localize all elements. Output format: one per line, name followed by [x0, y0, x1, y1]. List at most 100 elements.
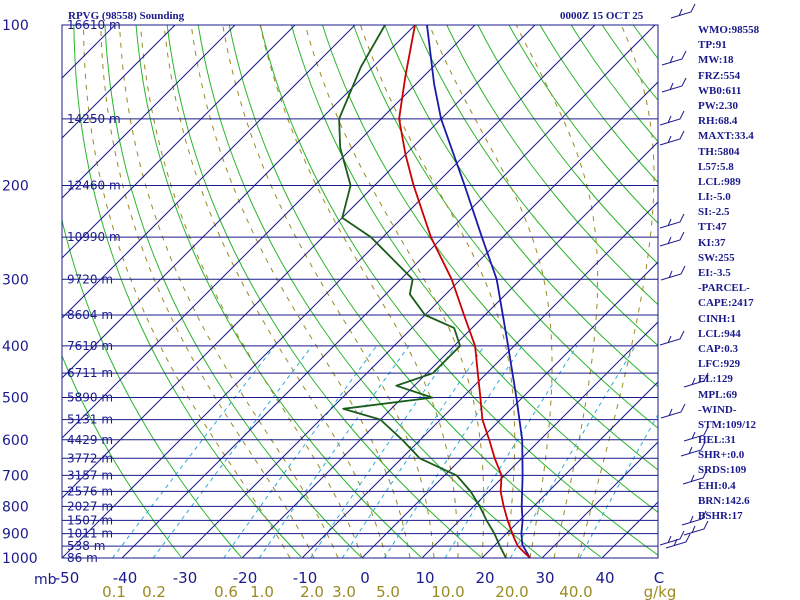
moist-adiabat	[83, 25, 291, 558]
mixing-ratio-label: g/kg	[644, 583, 677, 600]
param-item: EHI:0.4	[698, 479, 736, 492]
height-label: 5890 m	[67, 391, 113, 405]
height-label: 4429 m	[67, 433, 113, 447]
wind-barb	[682, 469, 708, 485]
param-item: BRN:142.6	[698, 494, 750, 507]
param-item: BSHR:17	[698, 510, 743, 522]
wind-barb	[665, 533, 691, 549]
wind-barb	[661, 50, 687, 66]
param-item: MW:18	[698, 54, 734, 67]
param-item: TT:47	[698, 221, 727, 234]
param-item: LCL:989	[698, 175, 741, 188]
isotherm	[361, 261, 658, 558]
height-label: 10990 m	[67, 230, 121, 244]
param-item: SRDS:109	[698, 464, 747, 477]
wind-barb	[659, 330, 685, 346]
dry-adiabat	[353, 25, 658, 429]
param-item: -WIND-	[698, 403, 737, 416]
pressure-label: 500	[2, 391, 29, 407]
wind-barb	[659, 213, 685, 229]
isotherm	[181, 81, 658, 558]
mixing-ratio-line	[509, 345, 636, 558]
wind-barb	[683, 372, 709, 388]
temperature-tick-label: -20	[233, 569, 258, 587]
dry-adiabat	[73, 25, 302, 558]
mixing-ratio-line	[310, 345, 456, 558]
dewpoint-trace	[338, 25, 507, 558]
dry-adiabat	[415, 25, 658, 347]
mixing-ratio-label: 10.0	[431, 583, 464, 600]
dry-adiabat	[197, 25, 542, 558]
temperature-tick-label: 20	[475, 569, 494, 587]
param-item: FRZ:554	[698, 69, 741, 82]
pressure-label: 800	[2, 499, 29, 515]
temperature-tick-label: 10	[415, 569, 434, 587]
height-label: 1011 m	[67, 527, 113, 541]
dry-adiabat	[135, 25, 422, 558]
height-label: 9720 m	[67, 272, 113, 286]
height-label: 14250 m	[67, 112, 121, 126]
height-label: 3157 m	[67, 468, 113, 482]
isotherm	[62, 25, 356, 319]
mixing-ratio-label: 0.1	[102, 583, 126, 600]
param-item: HEL:31	[698, 434, 736, 447]
dry-adiabat	[446, 25, 658, 306]
param-item: LCL:944	[698, 327, 741, 340]
isotherm	[62, 25, 296, 259]
dry-adiabat	[758, 25, 800, 557]
param-item: WMO:98558	[698, 24, 760, 36]
plot-frame	[61, 24, 659, 559]
temperature-tick-label: 30	[535, 569, 554, 587]
param-item: RH:68.4	[698, 115, 738, 128]
height-label: 12460 m	[67, 178, 121, 192]
param-item: MAXT:33.4	[698, 130, 754, 143]
isotherm	[62, 25, 176, 139]
wind-barb	[659, 130, 685, 146]
param-item: EL:129	[698, 373, 733, 386]
wind-barb	[659, 231, 685, 247]
pressure-label: 1000	[2, 551, 38, 567]
mixing-ratio-label: 5.0	[376, 583, 400, 600]
height-label: 6711 m	[67, 366, 113, 380]
pressure-label: 100	[2, 18, 29, 34]
dry-adiabat	[539, 25, 658, 184]
param-item: LI:-5.0	[698, 191, 731, 204]
temperature-tick-label: 0	[360, 569, 370, 587]
isotherm	[301, 201, 658, 558]
mixing-ratio-line	[579, 413, 658, 558]
dry-adiabat	[104, 25, 362, 558]
temperature-tick-label: -50	[55, 569, 80, 587]
isotherm	[241, 141, 658, 558]
param-item: -PARCEL-	[698, 282, 750, 295]
param-item: WB0:611	[698, 84, 742, 97]
dry-adiabat	[322, 25, 658, 471]
wind-barb	[680, 441, 706, 457]
height-label: 7610 m	[67, 339, 113, 353]
isotherm	[62, 25, 416, 379]
temperature-tick-label: -10	[293, 569, 318, 587]
dry-adiabat	[62, 218, 242, 558]
dry-adiabat	[291, 25, 658, 513]
height-label: 2027 m	[67, 499, 113, 513]
param-item: LFC:929	[698, 358, 741, 371]
height-label: 1507 m	[67, 513, 113, 527]
moist-adiabat	[100, 25, 315, 558]
parcel-trace	[426, 25, 531, 558]
param-item: SI:-2.5	[698, 206, 730, 219]
param-item: TP:91	[698, 39, 727, 52]
wind-barb	[681, 510, 707, 526]
dry-adiabat	[477, 25, 658, 265]
dry-adiabat	[166, 25, 482, 558]
pressure-label: 600	[2, 433, 29, 449]
wind-barb	[660, 265, 686, 281]
wind-barb	[661, 77, 687, 93]
temperature-tick-label: -40	[113, 569, 138, 587]
isotherm	[62, 25, 476, 439]
pressure-label: 300	[2, 272, 29, 288]
isotherm	[481, 381, 658, 558]
wind-barb	[683, 426, 709, 442]
pressure-unit-label: mb	[34, 572, 57, 588]
moist-adiabat	[515, 25, 599, 558]
mixing-ratio-label: 40.0	[559, 583, 592, 600]
